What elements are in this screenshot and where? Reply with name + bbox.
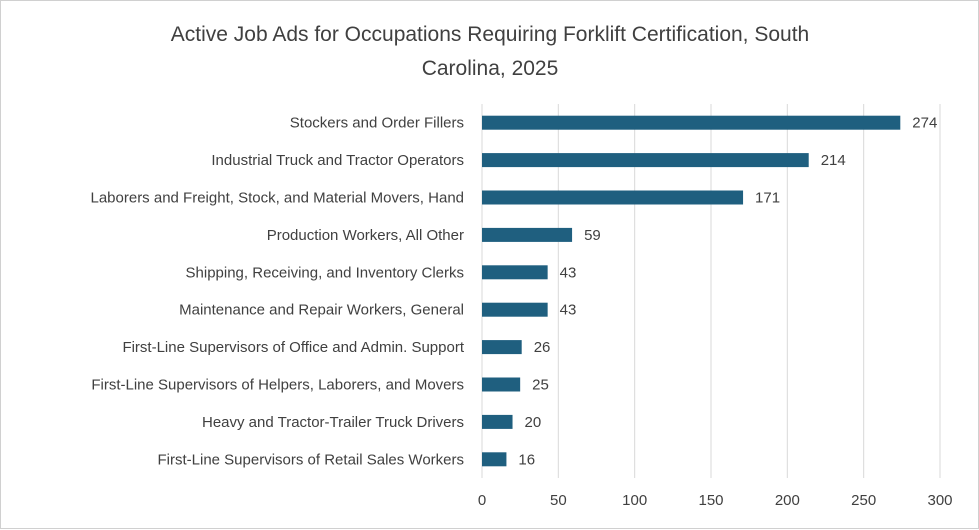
- data-label-6: 43: [560, 302, 577, 319]
- category-label-3: Laborers and Freight, Stock, and Materia…: [90, 190, 464, 207]
- category-label-1: Stockers and Order Fillers: [290, 115, 464, 132]
- bars: [482, 115, 901, 467]
- data-label-10: 16: [518, 451, 535, 468]
- data-label-4: 59: [584, 227, 601, 244]
- chart-title-line-1: Active Job Ads for Occupations Requiring…: [171, 23, 809, 46]
- category-label-6: Maintenance and Repair Workers, General: [179, 302, 464, 319]
- data-label-1: 274: [912, 115, 937, 132]
- chart-title-line-2: Carolina, 2025: [422, 57, 559, 80]
- category-label-4: Production Workers, All Other: [267, 227, 464, 244]
- chart-title: Active Job Ads for Occupations Requiring…: [171, 23, 809, 80]
- data-label-2: 214: [821, 152, 846, 169]
- bar-2: [482, 153, 809, 168]
- data-labels: 274 214 171 59 43 43 26 25 20 16: [518, 115, 937, 469]
- bar-7: [482, 340, 522, 355]
- data-label-5: 43: [560, 264, 577, 281]
- bar-5: [482, 265, 548, 280]
- category-label-8: First-Line Supervisors of Helpers, Labor…: [91, 377, 464, 394]
- bar-6: [482, 302, 548, 317]
- x-tick-label-250: 250: [851, 492, 876, 509]
- category-label-2: Industrial Truck and Tractor Operators: [211, 152, 464, 169]
- category-label-5: Shipping, Receiving, and Inventory Clerk…: [186, 264, 464, 281]
- x-tick-label-300: 300: [927, 492, 952, 509]
- data-label-8: 25: [532, 377, 549, 394]
- bar-3: [482, 190, 744, 205]
- bar-9: [482, 414, 513, 429]
- x-tick-label-50: 50: [550, 492, 567, 509]
- x-axis-tick-labels: 0 50 100 150 200 250 300: [478, 492, 953, 509]
- bar-4: [482, 227, 573, 242]
- bar-8: [482, 377, 521, 392]
- category-label-9: Heavy and Tractor-Trailer Truck Drivers: [202, 414, 464, 431]
- category-label-7: First-Line Supervisors of Office and Adm…: [122, 339, 464, 356]
- category-labels: Stockers and Order Fillers Industrial Tru…: [90, 115, 464, 469]
- x-tick-label-100: 100: [622, 492, 647, 509]
- category-label-10: First-Line Supervisors of Retail Sales W…: [158, 451, 465, 468]
- x-tick-label-150: 150: [698, 492, 723, 509]
- data-label-7: 26: [534, 339, 551, 356]
- x-tick-label-0: 0: [478, 492, 486, 509]
- x-tick-label-200: 200: [775, 492, 800, 509]
- data-label-9: 20: [525, 414, 542, 431]
- bar-10: [482, 452, 507, 467]
- bar-1: [482, 115, 901, 130]
- data-label-3: 171: [755, 190, 780, 207]
